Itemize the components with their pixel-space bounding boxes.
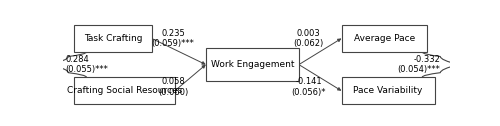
FancyBboxPatch shape	[342, 25, 427, 52]
FancyBboxPatch shape	[74, 25, 152, 52]
Text: -0.332
(0.054)***: -0.332 (0.054)***	[398, 55, 440, 74]
Text: 0.284
(0.055)***: 0.284 (0.055)***	[66, 55, 108, 74]
FancyBboxPatch shape	[206, 48, 299, 81]
Text: 0.058
(0.060): 0.058 (0.060)	[158, 77, 188, 97]
Text: -0.141
(0.056)*: -0.141 (0.056)*	[292, 77, 326, 97]
FancyBboxPatch shape	[342, 77, 434, 104]
Text: Work Engagement: Work Engagement	[210, 60, 294, 69]
Text: Average Pace: Average Pace	[354, 34, 415, 43]
Text: 0.235
(0.059)***: 0.235 (0.059)***	[152, 29, 194, 48]
Text: Task Crafting: Task Crafting	[84, 34, 142, 43]
Text: Crafting Social Resources: Crafting Social Resources	[67, 86, 182, 95]
Text: 0.003
(0.062): 0.003 (0.062)	[294, 29, 324, 48]
Text: Pace Variability: Pace Variability	[354, 86, 422, 95]
FancyBboxPatch shape	[74, 77, 175, 104]
